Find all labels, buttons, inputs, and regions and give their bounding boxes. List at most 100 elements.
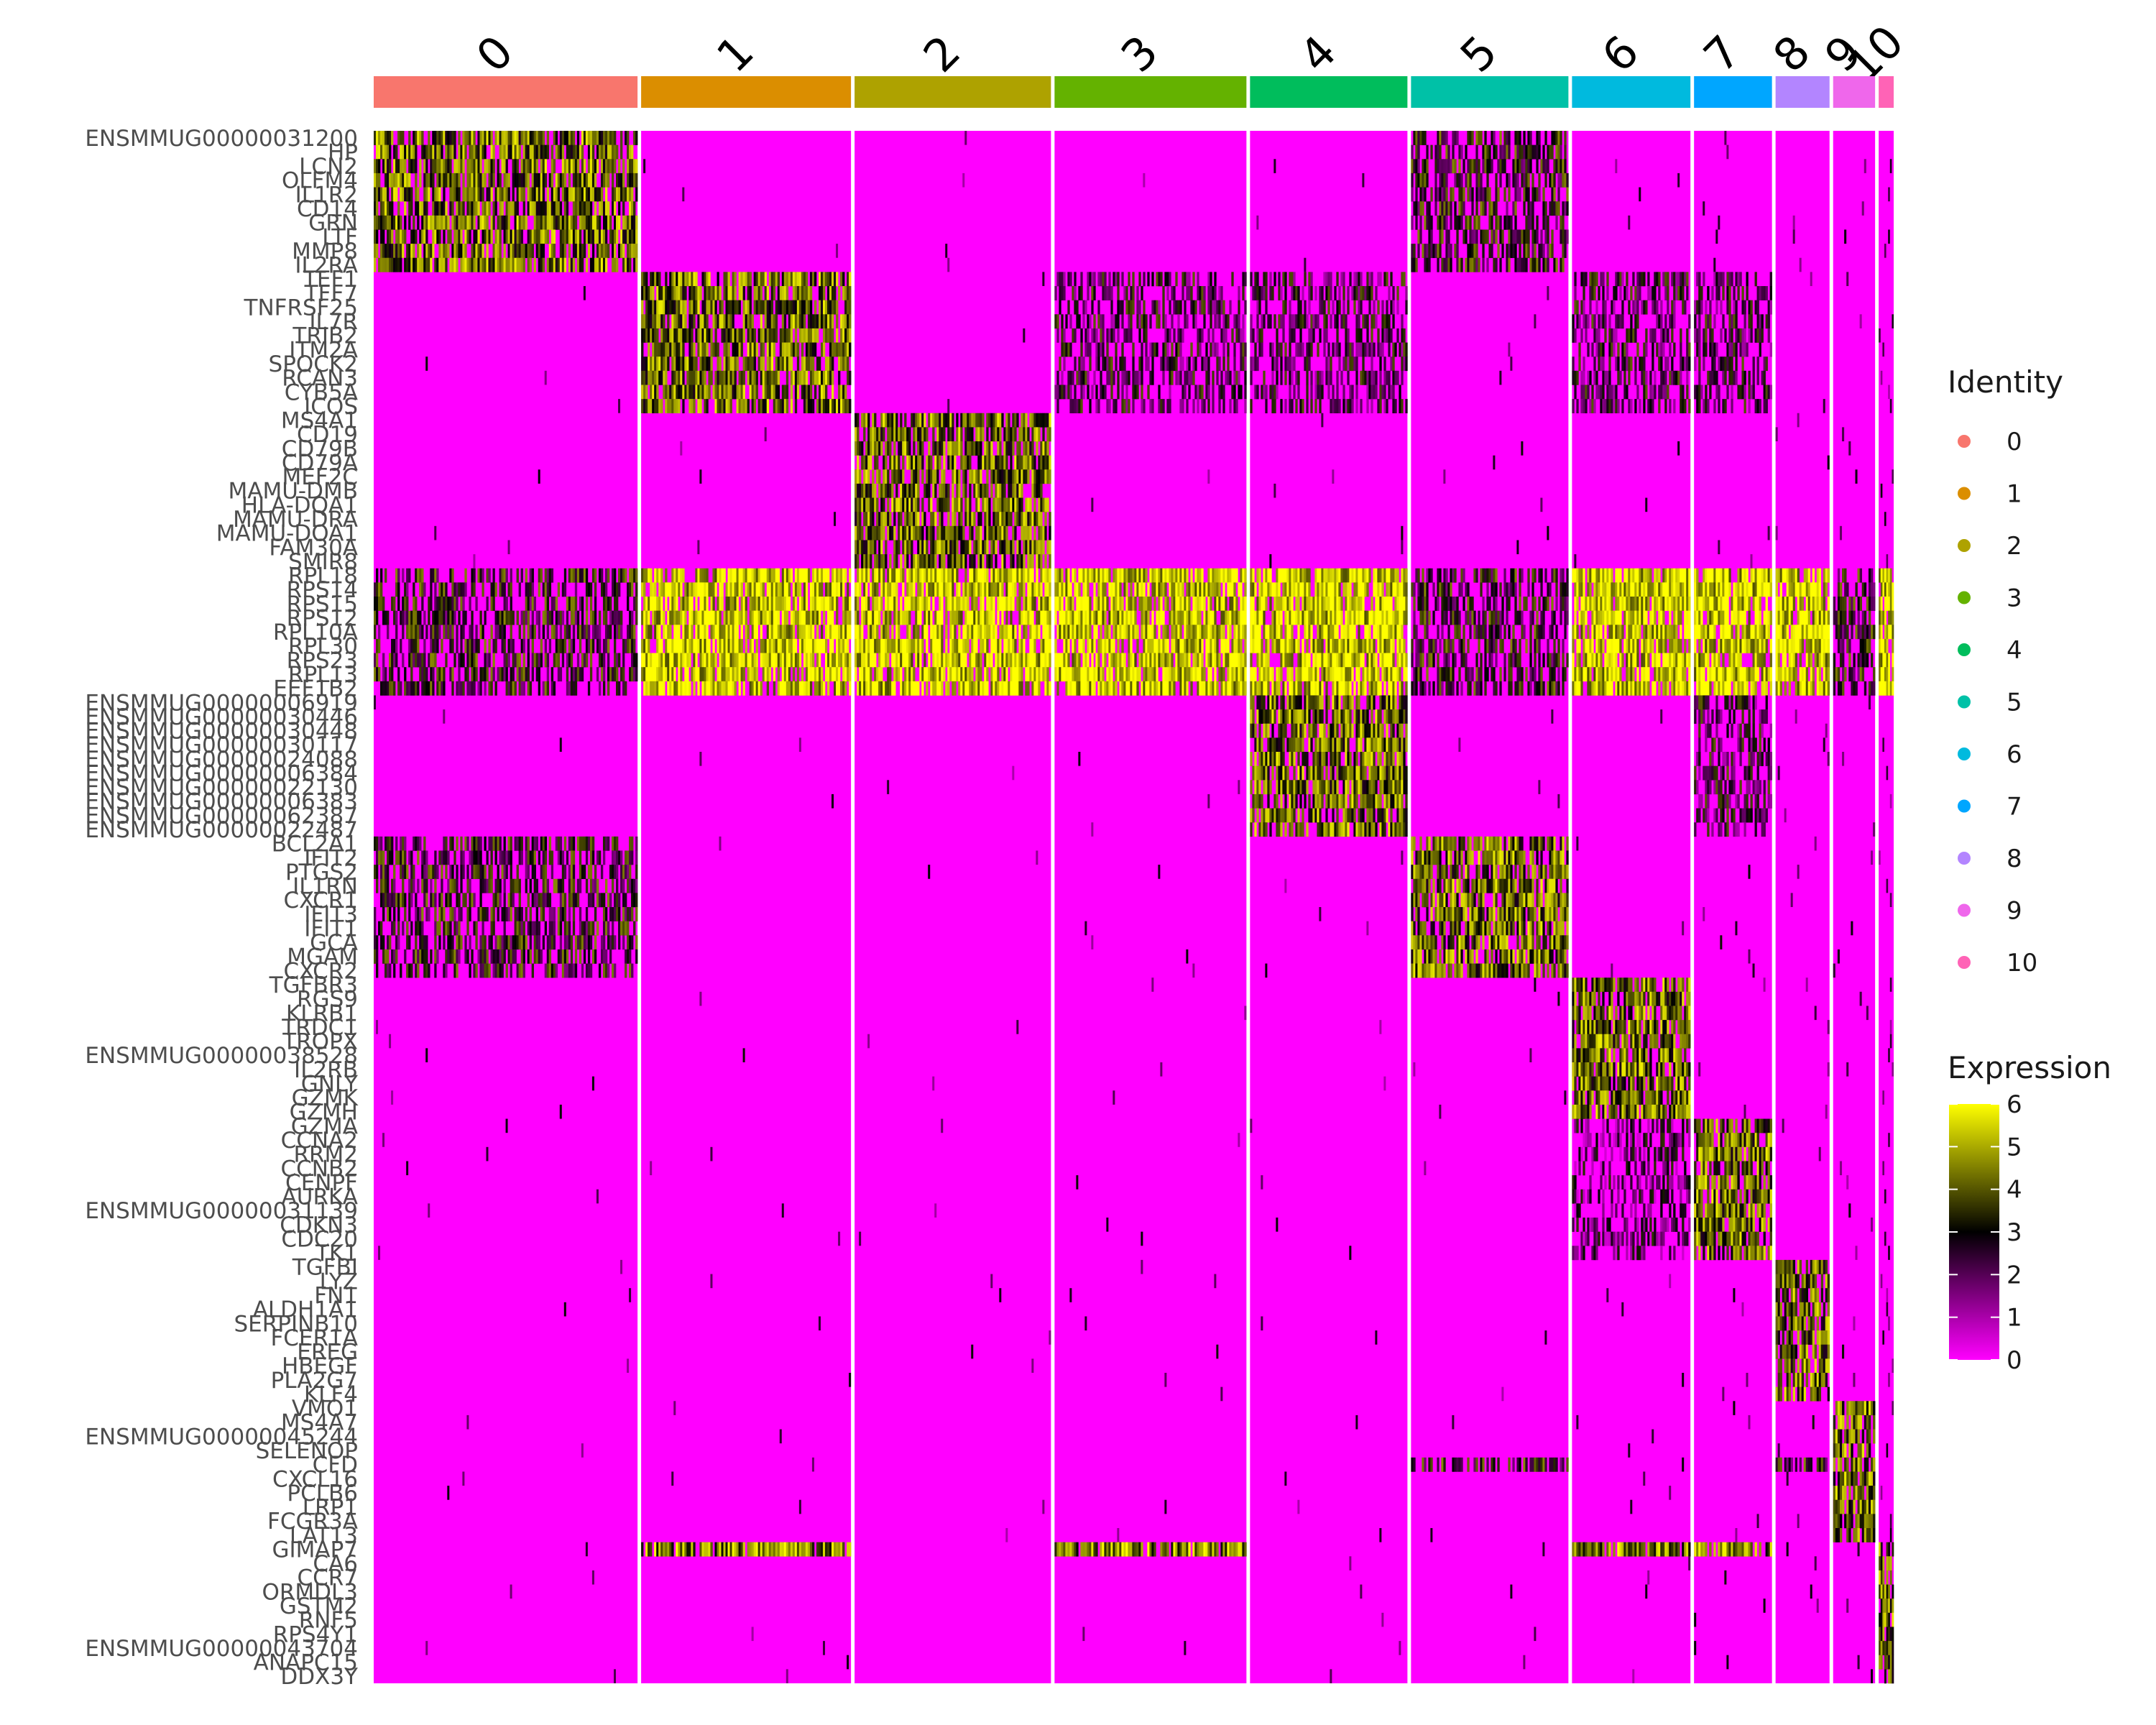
heatmap-cell	[568, 187, 571, 202]
heatmap-cell	[387, 144, 390, 160]
heatmap-cell	[380, 187, 383, 202]
heatmap-cell	[553, 244, 556, 259]
heatmap-cell	[527, 187, 530, 202]
heatmap-cell	[710, 667, 713, 682]
heatmap-cell	[740, 582, 743, 597]
heatmap-cell	[818, 1316, 821, 1331]
cluster-bar-4	[1250, 76, 1408, 108]
heatmap-cell	[516, 187, 519, 202]
heatmap-cell	[627, 159, 630, 174]
heatmap-cell	[445, 653, 448, 668]
heatmap-cell	[423, 681, 426, 696]
heatmap-cell	[997, 455, 1000, 470]
heatmap-cell	[714, 653, 717, 668]
heatmap-cell	[921, 441, 924, 456]
heatmap-cell	[686, 597, 689, 611]
heatmap-cell	[570, 949, 573, 964]
heatmap-cell	[738, 610, 741, 625]
heatmap-cell	[917, 582, 920, 597]
heatmap-cell	[686, 272, 689, 287]
heatmap-cell	[838, 399, 841, 414]
heatmap-cell	[809, 610, 813, 625]
heatmap-cell	[1029, 455, 1032, 470]
heatmap-cell	[650, 356, 653, 372]
heatmap-cell	[1008, 497, 1010, 512]
heatmap-cell	[658, 370, 661, 385]
heatmap-cell	[859, 441, 862, 456]
heatmap-cell	[453, 244, 456, 259]
heatmap-cell	[462, 865, 465, 880]
heatmap-cell	[829, 314, 832, 329]
heatmap-cell	[438, 172, 441, 188]
heatmap-cell	[727, 272, 730, 287]
heatmap-cell	[880, 554, 883, 569]
heatmap-cell	[969, 427, 972, 442]
heatmap-cell	[505, 568, 508, 583]
heatmap-cell	[408, 568, 411, 583]
heatmap-cell	[1031, 512, 1034, 527]
heatmap-cell	[490, 187, 493, 202]
heatmap-cell	[490, 144, 493, 160]
heatmap-cell	[464, 836, 467, 851]
heatmap-cell	[671, 568, 674, 583]
heatmap-cell	[678, 625, 681, 640]
heatmap-cell	[464, 935, 467, 950]
heatmap-cell	[572, 159, 576, 174]
heatmap-cell	[449, 201, 452, 216]
heatmap-cell	[413, 638, 415, 653]
heatmap-cell	[473, 144, 476, 160]
heatmap-cell	[404, 172, 407, 188]
heatmap-cell	[464, 257, 467, 272]
heatmap-cell	[391, 653, 394, 668]
heatmap-cell	[627, 144, 630, 160]
heatmap-cell	[546, 201, 550, 216]
heatmap-cell	[742, 385, 745, 400]
heatmap-cell	[473, 667, 476, 682]
heatmap-cell	[570, 159, 573, 174]
heatmap-cell	[900, 568, 903, 583]
heatmap-cell	[434, 963, 437, 978]
heatmap-cell	[1023, 455, 1026, 470]
heatmap-cell	[482, 963, 484, 978]
heatmap-cell	[719, 568, 722, 583]
heatmap-cell	[477, 836, 480, 851]
heatmap-cell	[497, 836, 499, 851]
heatmap-cell	[777, 582, 780, 597]
heatmap-cell	[548, 921, 552, 936]
heatmap-cell	[612, 159, 614, 174]
heatmap-cell	[533, 625, 536, 640]
heatmap-cell	[550, 907, 554, 921]
heatmap-cell	[867, 413, 870, 428]
heatmap-cell	[714, 370, 717, 385]
heatmap-cell	[535, 244, 538, 259]
heatmap-cell	[786, 610, 789, 625]
heatmap-cell	[671, 272, 674, 287]
heatmap-cell	[622, 653, 625, 668]
heatmap-cell	[764, 300, 768, 315]
heatmap-cell	[665, 653, 668, 668]
heatmap-cell	[594, 131, 597, 145]
heatmap-cell	[635, 215, 638, 230]
heatmap-cell	[1010, 540, 1013, 555]
heatmap-cell	[612, 131, 614, 145]
heatmap-cell	[393, 172, 396, 188]
heatmap-cell	[505, 201, 508, 216]
heatmap-cell	[406, 257, 409, 272]
heatmap-cell	[939, 525, 941, 540]
heatmap-cell	[449, 597, 452, 611]
heatmap-cell	[1012, 497, 1015, 512]
heatmap-cell	[904, 413, 907, 428]
heatmap-cell	[977, 455, 980, 470]
heatmap-cell	[932, 427, 935, 442]
heatmap-cell	[969, 568, 972, 583]
heatmap-cell	[612, 963, 614, 978]
heatmap-cell	[749, 597, 752, 611]
heatmap-cell	[768, 582, 772, 597]
heatmap-cell	[602, 638, 606, 653]
heatmap-cell	[834, 568, 837, 583]
heatmap-cell	[773, 342, 776, 357]
heatmap-cell	[792, 314, 796, 329]
heatmap-cell	[766, 342, 770, 357]
heatmap-cell	[990, 469, 993, 484]
heatmap-cell	[936, 427, 939, 442]
